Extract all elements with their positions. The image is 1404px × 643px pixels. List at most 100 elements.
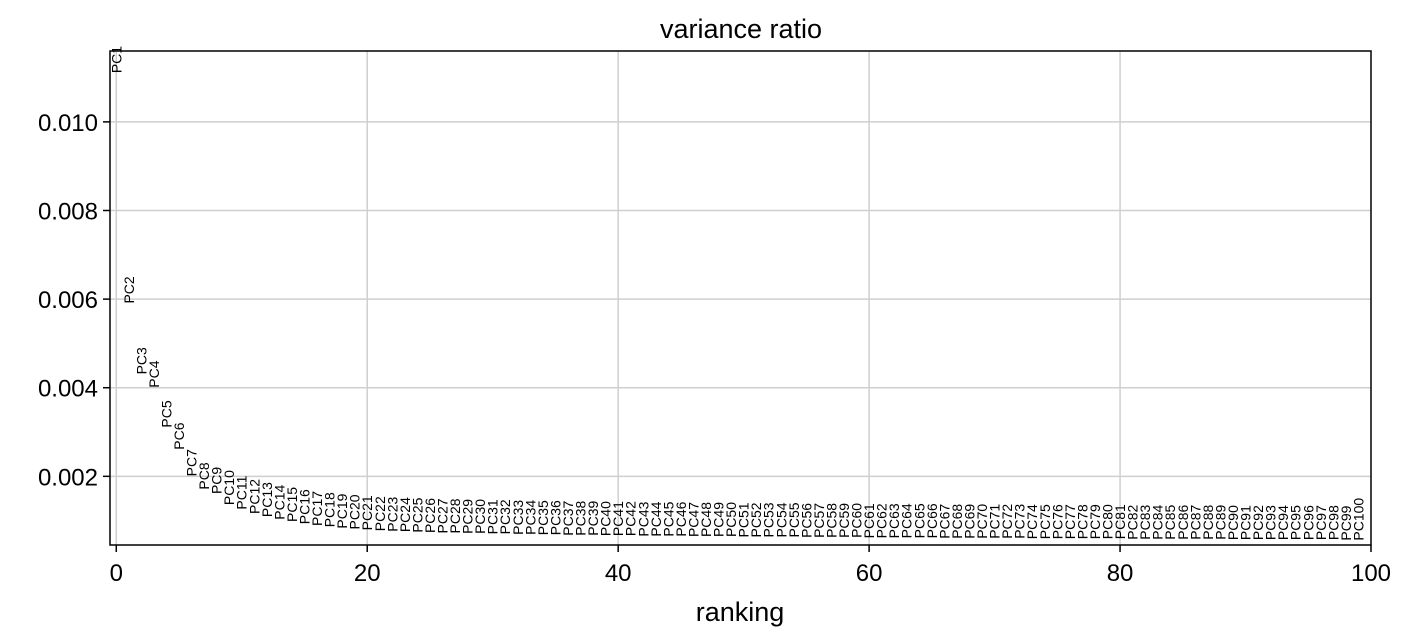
pc-point-label: PC16 bbox=[296, 489, 312, 524]
pc-point-label: PC75 bbox=[1037, 504, 1053, 539]
pc-point-label: PC66 bbox=[924, 503, 940, 538]
pc-point-label: PC23 bbox=[384, 496, 400, 531]
pc-point-label: PC64 bbox=[899, 503, 915, 538]
pc-point-label: PC88 bbox=[1200, 504, 1216, 539]
pc-point-label: PC26 bbox=[422, 498, 438, 533]
pc-point-label: PC13 bbox=[259, 482, 275, 517]
x-tick-label: 20 bbox=[354, 560, 381, 587]
pc-point-label: PC27 bbox=[435, 498, 451, 533]
pc-point-label: PC79 bbox=[1087, 504, 1103, 539]
x-tick-label: 100 bbox=[1351, 560, 1391, 587]
pc-point-label: PC68 bbox=[949, 504, 965, 539]
pc-point-label: PC45 bbox=[660, 501, 676, 536]
pc-point-label: PC24 bbox=[397, 497, 413, 532]
pc-point-label: PC72 bbox=[999, 504, 1015, 539]
y-axis-ticks: 0.002 0.004 0.006 0.008 0.010 bbox=[38, 110, 110, 491]
x-tick-label: 40 bbox=[605, 560, 632, 587]
x-tick-label: 80 bbox=[1107, 560, 1134, 587]
pc-point-label: PC77 bbox=[1062, 504, 1078, 539]
pc-point-label: PC12 bbox=[246, 479, 262, 514]
pc-point-label: PC43 bbox=[635, 501, 651, 536]
pc-point-label: PC6 bbox=[171, 422, 187, 449]
pc-point-label: PC37 bbox=[560, 500, 576, 535]
pc-point-label: PC31 bbox=[485, 499, 501, 534]
pc-point-label: PC87 bbox=[1187, 504, 1203, 539]
pc-point-label: PC65 bbox=[911, 503, 927, 538]
pc-point-label: PC100 bbox=[1350, 498, 1366, 541]
pc-point-label: PC11 bbox=[234, 475, 250, 509]
pc-point-label: PC51 bbox=[736, 502, 752, 537]
pc-point-label: PC9 bbox=[209, 467, 225, 494]
pc-point-label: PC62 bbox=[874, 503, 890, 538]
pc-point-label: PC39 bbox=[585, 500, 601, 535]
pc-point-label: PC55 bbox=[786, 502, 802, 537]
pc-point-label: PC53 bbox=[761, 502, 777, 537]
pc-point-label: PC3 bbox=[133, 347, 149, 374]
y-tick-label: 0.006 bbox=[38, 287, 98, 314]
pc-point-label: PC69 bbox=[961, 504, 977, 539]
pc-point-label: PC10 bbox=[221, 470, 237, 505]
pc-point-label: PC30 bbox=[472, 499, 488, 534]
pc-point-label: PC50 bbox=[723, 502, 739, 537]
pc-point-label: PC49 bbox=[711, 502, 727, 537]
pc-labels: PC1PC2PC3PC4PC5PC6PC7PC8PC9PC10PC11PC12P… bbox=[108, 46, 1366, 541]
chart-title: variance ratio bbox=[660, 14, 822, 44]
pc-point-label: PC74 bbox=[1024, 504, 1040, 539]
pc-point-label: PC29 bbox=[460, 499, 476, 534]
x-tick-label: 60 bbox=[856, 560, 883, 587]
y-tick-label: 0.002 bbox=[38, 464, 98, 491]
pc-point-label: PC2 bbox=[121, 276, 137, 303]
pc-point-label: PC60 bbox=[849, 503, 865, 538]
pc-point-label: PC61 bbox=[861, 503, 877, 538]
pc-point-label: PC82 bbox=[1125, 504, 1141, 539]
plot-frame bbox=[109, 50, 1372, 546]
pc-point-label: PC70 bbox=[974, 504, 990, 539]
pc-point-label: PC56 bbox=[798, 503, 814, 538]
pc-point-label: PC91 bbox=[1238, 505, 1254, 540]
pc-point-label: PC92 bbox=[1250, 505, 1266, 540]
pc-point-label: PC41 bbox=[610, 501, 626, 536]
pc-point-label: PC42 bbox=[623, 501, 639, 536]
x-axis-ticks: 0 20 40 60 80 100 bbox=[110, 545, 1391, 587]
pc-point-label: PC81 bbox=[1112, 504, 1128, 539]
x-tick-label: 0 bbox=[110, 560, 123, 587]
pc-point-label: PC15 bbox=[284, 487, 300, 522]
pc-point-label: PC99 bbox=[1338, 505, 1354, 540]
pc-point-label: PC5 bbox=[158, 400, 174, 427]
pc-point-label: PC40 bbox=[598, 501, 614, 536]
pc-point-label: PC73 bbox=[1012, 504, 1028, 539]
pc-point-label: PC17 bbox=[309, 491, 325, 526]
pc-point-label: PC98 bbox=[1325, 505, 1341, 540]
pc-point-label: PC54 bbox=[773, 502, 789, 537]
pc-point-label: PC32 bbox=[497, 499, 513, 534]
pc-point-label: PC96 bbox=[1300, 505, 1316, 540]
pc-point-label: PC7 bbox=[184, 449, 200, 476]
pc-point-label: PC48 bbox=[698, 502, 714, 537]
pc-point-label: PC18 bbox=[322, 492, 338, 527]
pc-point-label: PC21 bbox=[359, 495, 375, 530]
y-tick-label: 0.004 bbox=[38, 376, 98, 403]
pc-point-label: PC97 bbox=[1313, 505, 1329, 540]
pc-point-label: PC90 bbox=[1225, 505, 1241, 540]
pc-point-label: PC89 bbox=[1212, 504, 1228, 539]
pc-point-label: PC38 bbox=[573, 500, 589, 535]
pc-point-label: PC36 bbox=[547, 500, 563, 535]
pc-point-label: PC84 bbox=[1150, 504, 1166, 539]
y-tick-label: 0.010 bbox=[38, 110, 98, 137]
pc-point-label: PC94 bbox=[1275, 505, 1291, 540]
pc-point-label: PC76 bbox=[1049, 504, 1065, 539]
pc-point-label: PC34 bbox=[522, 500, 538, 535]
pc-point-label: PC83 bbox=[1137, 504, 1153, 539]
pc-point-label: PC85 bbox=[1162, 504, 1178, 539]
pc-point-label: PC58 bbox=[823, 503, 839, 538]
pc-point-label: PC19 bbox=[334, 493, 350, 528]
pc-point-label: PC20 bbox=[347, 494, 363, 529]
grid-lines bbox=[110, 51, 1371, 545]
pc-point-label: PC22 bbox=[372, 496, 388, 531]
pc-point-label: PC57 bbox=[811, 503, 827, 538]
pc-point-label: PC8 bbox=[196, 462, 212, 489]
pc-point-label: PC52 bbox=[748, 502, 764, 537]
pc-point-label: PC28 bbox=[447, 498, 463, 533]
pc-point-label: PC35 bbox=[535, 500, 551, 535]
